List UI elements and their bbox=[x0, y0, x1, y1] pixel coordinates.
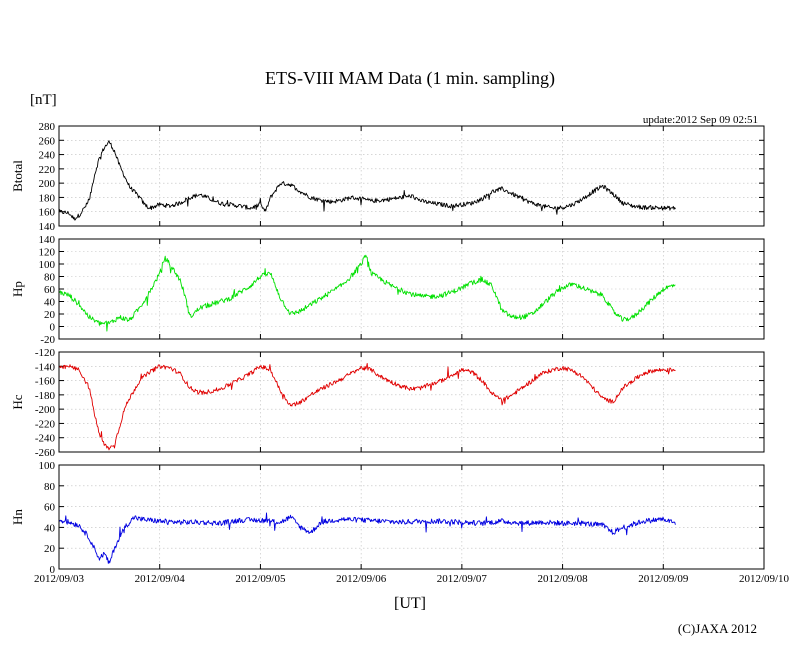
y-tick-label: 280 bbox=[39, 121, 56, 133]
panel-hc: -120 -140 -160 -180 -200 -220 -240 -260 Hc bbox=[10, 347, 765, 459]
x-tick-label: 2012/09/05 bbox=[235, 573, 286, 585]
x-tick-label: 2012/09/10 bbox=[739, 573, 790, 585]
y-tick-label: -240 bbox=[35, 433, 56, 445]
y-tick-label: 0 bbox=[50, 564, 56, 576]
y-tick-label: 0 bbox=[50, 322, 56, 334]
y-tick-label: 120 bbox=[39, 247, 56, 259]
y-tick-label: 100 bbox=[39, 460, 56, 472]
y-tick-label: 160 bbox=[39, 207, 56, 219]
series-line-hc bbox=[59, 362, 676, 451]
y-tick-label: -200 bbox=[35, 404, 56, 416]
chart-title: ETS-VIII MAM Data (1 min. sampling) bbox=[265, 68, 555, 89]
update-timestamp: update:2012 Sep 09 02:51 bbox=[643, 114, 758, 126]
series-line-hp bbox=[59, 254, 676, 332]
y-tick-label: 100 bbox=[39, 259, 56, 271]
y-tick-label: 140 bbox=[39, 234, 56, 246]
y-tick-label: 20 bbox=[44, 543, 56, 555]
y-tick-label: 80 bbox=[44, 272, 56, 284]
y-tick-label: 60 bbox=[44, 502, 56, 514]
y-tick-label: 180 bbox=[39, 192, 56, 204]
y-tick-label: 240 bbox=[39, 150, 56, 162]
y-tick-label: -220 bbox=[35, 418, 56, 430]
panel-hn: 100 80 60 40 20 0 Hn bbox=[10, 460, 765, 576]
y-tick-label: -140 bbox=[35, 361, 56, 373]
y-axis-label-hn: Hn bbox=[10, 509, 25, 525]
y-tick-label: 260 bbox=[39, 135, 56, 147]
y-tick-label: 40 bbox=[44, 522, 56, 534]
panel-frame bbox=[58, 464, 765, 570]
panel-frame bbox=[58, 351, 765, 453]
x-tick-label: 2012/09/03 bbox=[34, 573, 85, 585]
y-tick-label: 200 bbox=[39, 178, 56, 190]
x-tick-label: 2012/09/07 bbox=[437, 573, 488, 585]
panel-frame bbox=[58, 125, 765, 227]
y-tick-label: 40 bbox=[44, 297, 56, 309]
x-axis-ticks: 2012/09/03 2012/09/04 2012/09/05 2012/09/06… bbox=[34, 573, 790, 585]
series-line-btotal bbox=[59, 140, 676, 221]
y-tick-label: -160 bbox=[35, 376, 56, 388]
panel-btotal: 280 260 240 220 200 180 160 140 Btotal bbox=[10, 121, 765, 233]
series-line-hn bbox=[59, 512, 676, 564]
x-tick-label: 2012/09/04 bbox=[135, 573, 186, 585]
copyright-notice: (C)JAXA 2012 bbox=[678, 621, 757, 636]
x-tick-label: 2012/09/08 bbox=[538, 573, 589, 585]
y-tick-label: 20 bbox=[44, 309, 56, 321]
y-tick-label: -180 bbox=[35, 390, 56, 402]
y-axis-label-btotal: Btotal bbox=[10, 160, 25, 192]
y-axis-label-hp: Hp bbox=[10, 281, 25, 297]
x-tick-label: 2012/09/06 bbox=[336, 573, 387, 585]
panel-frame bbox=[58, 238, 765, 340]
y-tick-label: 140 bbox=[39, 221, 56, 233]
y-tick-label: -260 bbox=[35, 447, 56, 459]
y-tick-label: 80 bbox=[44, 481, 56, 493]
y-tick-label: -20 bbox=[40, 334, 55, 346]
x-tick-label: 2012/09/09 bbox=[638, 573, 689, 585]
x-axis-label: [UT] bbox=[394, 595, 426, 612]
y-tick-label: -120 bbox=[35, 347, 56, 359]
y-tick-label: 60 bbox=[44, 284, 56, 296]
unit-label: [nT] bbox=[30, 92, 57, 108]
y-tick-label: 220 bbox=[39, 164, 56, 176]
panels-group: 280260240220200180160140Btotal1401201008… bbox=[10, 121, 765, 576]
y-axis-label-hc: Hc bbox=[10, 394, 25, 409]
